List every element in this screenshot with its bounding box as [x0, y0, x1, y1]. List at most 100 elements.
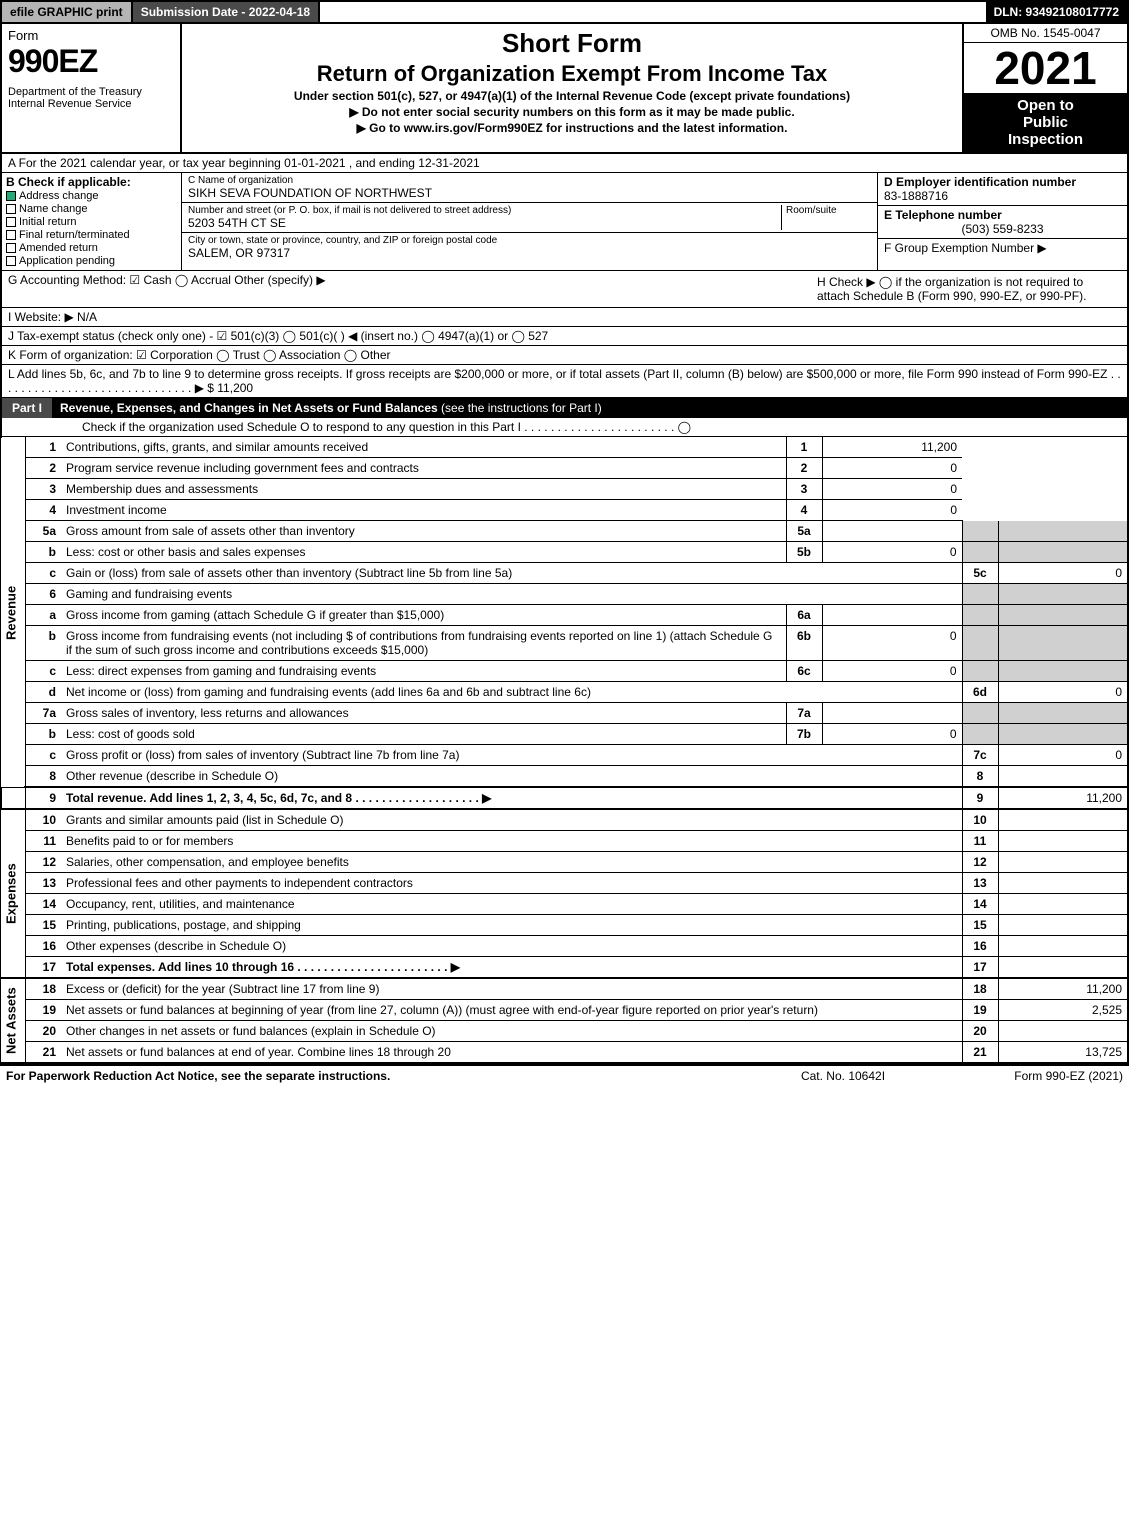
table-row: 12Salaries, other compensation, and empl…: [1, 852, 1128, 873]
side-expenses: Expenses: [1, 809, 25, 978]
irs-label: Internal Revenue Service: [8, 98, 174, 110]
inspection-badge: Open to Public Inspection: [964, 93, 1127, 152]
ein-block: D Employer identification number 83-1888…: [878, 173, 1127, 206]
table-row: 14Occupancy, rent, utilities, and mainte…: [1, 894, 1128, 915]
omb-number: OMB No. 1545-0047: [964, 24, 1127, 43]
dept-label: Department of the Treasury: [8, 86, 174, 98]
part1-check-o: Check if the organization used Schedule …: [0, 418, 1129, 437]
warning: ▶ Do not enter social security numbers o…: [186, 105, 958, 119]
title-short-form: Short Form: [186, 28, 958, 59]
submission-date: Submission Date - 2022-04-18: [133, 2, 320, 22]
form-label: Form: [8, 28, 174, 43]
part1-tab: Part I: [2, 398, 52, 418]
table-row: Revenue 1Contributions, gifts, grants, a…: [1, 437, 1128, 458]
chk-address-change[interactable]: Address change: [6, 190, 177, 202]
footer-cat: Cat. No. 10642I: [743, 1069, 943, 1083]
room-label: Room/suite: [786, 205, 871, 216]
table-row: bGross income from fundraising events (n…: [1, 626, 1128, 661]
table-row: cGross profit or (loss) from sales of in…: [1, 745, 1128, 766]
table-row: 6Gaming and fundraising events: [1, 584, 1128, 605]
header-right: OMB No. 1545-0047 2021 Open to Public In…: [962, 24, 1127, 152]
subtitle: Under section 501(c), 527, or 4947(a)(1)…: [186, 89, 958, 103]
org-name-block: C Name of organization SIKH SEVA FOUNDAT…: [182, 173, 877, 203]
phone-value: (503) 559-8233: [884, 222, 1121, 236]
table-row: 8Other revenue (describe in Schedule O)8: [1, 766, 1128, 788]
lines-table: Revenue 1Contributions, gifts, grants, a…: [0, 437, 1129, 1064]
efile-label[interactable]: efile GRAPHIC print: [2, 2, 133, 22]
title-return: Return of Organization Exempt From Incom…: [186, 61, 958, 87]
row-k-form-org: K Form of organization: ☑ Corporation ◯ …: [0, 346, 1129, 365]
schedule-b-check: H Check ▶ ◯ if the organization is not r…: [811, 273, 1121, 305]
table-row: 5aGross amount from sale of assets other…: [1, 521, 1128, 542]
ein-value: 83-1888716: [884, 189, 1121, 203]
city-value: SALEM, OR 97317: [188, 246, 871, 260]
part1-header: Part I Revenue, Expenses, and Changes in…: [0, 398, 1129, 418]
row-i-website: I Website: ▶ N/A: [0, 308, 1129, 327]
addr-block: Number and street (or P. O. box, if mail…: [182, 203, 877, 233]
table-row: 3Membership dues and assessments30: [1, 479, 1128, 500]
table-row: aGross income from gaming (attach Schedu…: [1, 605, 1128, 626]
table-row: 19Net assets or fund balances at beginni…: [1, 1000, 1128, 1021]
section-bcdef: B Check if applicable: Address change Na…: [0, 173, 1129, 271]
org-name: SIKH SEVA FOUNDATION OF NORTHWEST: [188, 186, 871, 200]
side-netassets: Net Assets: [1, 978, 25, 1063]
table-row: 20Other changes in net assets or fund ba…: [1, 1021, 1128, 1042]
inspect-line1: Open to: [968, 97, 1123, 114]
ein-label: D Employer identification number: [884, 175, 1121, 189]
col-c-org-info: C Name of organization SIKH SEVA FOUNDAT…: [182, 173, 877, 270]
table-row: 16Other expenses (describe in Schedule O…: [1, 936, 1128, 957]
chk-name-change[interactable]: Name change: [6, 203, 177, 215]
side-revenue: Revenue: [1, 437, 25, 787]
table-row: 7aGross sales of inventory, less returns…: [1, 703, 1128, 724]
footer-left: For Paperwork Reduction Act Notice, see …: [6, 1069, 743, 1083]
table-row: 4Investment income40: [1, 500, 1128, 521]
part1-title: Revenue, Expenses, and Changes in Net As…: [52, 398, 1127, 418]
table-row: 2Program service revenue including gover…: [1, 458, 1128, 479]
phone-block: E Telephone number (503) 559-8233: [878, 206, 1127, 239]
city-label: City or town, state or province, country…: [188, 235, 871, 246]
col-b-checkboxes: B Check if applicable: Address change Na…: [2, 173, 182, 270]
goto-link[interactable]: ▶ Go to www.irs.gov/Form990EZ for instru…: [186, 121, 958, 135]
header-left: Form 990EZ Department of the Treasury In…: [2, 24, 182, 152]
row-l-gross-receipts: L Add lines 5b, 6c, and 7b to line 9 to …: [0, 365, 1129, 398]
group-exemption-label: F Group Exemption Number ▶: [884, 241, 1121, 255]
row-j-tax-exempt: J Tax-exempt status (check only one) - ☑…: [0, 327, 1129, 346]
col-de: D Employer identification number 83-1888…: [877, 173, 1127, 270]
accounting-method: G Accounting Method: ☑ Cash ◯ Accrual Ot…: [8, 273, 811, 305]
chk-amended-return[interactable]: Amended return: [6, 242, 177, 254]
inspect-line3: Inspection: [968, 131, 1123, 148]
header-mid: Short Form Return of Organization Exempt…: [182, 24, 962, 152]
group-exemption-block: F Group Exemption Number ▶: [878, 239, 1127, 257]
dln-label: DLN: 93492108017772: [986, 2, 1127, 22]
phone-label: E Telephone number: [884, 208, 1121, 222]
row-gh: G Accounting Method: ☑ Cash ◯ Accrual Ot…: [0, 271, 1129, 308]
table-row: 21Net assets or fund balances at end of …: [1, 1042, 1128, 1064]
table-row: bLess: cost of goods sold7b0: [1, 724, 1128, 745]
form-header: Form 990EZ Department of the Treasury In…: [0, 24, 1129, 154]
spacer: [320, 2, 985, 22]
table-row: cLess: direct expenses from gaming and f…: [1, 661, 1128, 682]
footer-form: Form 990-EZ (2021): [943, 1069, 1123, 1083]
chk-final-return[interactable]: Final return/terminated: [6, 229, 177, 241]
table-row: Expenses 10Grants and similar amounts pa…: [1, 809, 1128, 831]
table-row: 17Total expenses. Add lines 10 through 1…: [1, 957, 1128, 979]
table-row: Net Assets 18Excess or (deficit) for the…: [1, 978, 1128, 1000]
page-footer: For Paperwork Reduction Act Notice, see …: [0, 1064, 1129, 1086]
city-block: City or town, state or province, country…: [182, 233, 877, 262]
table-row: 9Total revenue. Add lines 1, 2, 3, 4, 5c…: [1, 787, 1128, 809]
org-name-label: C Name of organization: [188, 175, 871, 186]
table-row: 13Professional fees and other payments t…: [1, 873, 1128, 894]
table-row: cGain or (loss) from sale of assets othe…: [1, 563, 1128, 584]
table-row: dNet income or (loss) from gaming and fu…: [1, 682, 1128, 703]
tax-year: 2021: [964, 43, 1127, 93]
chk-application-pending[interactable]: Application pending: [6, 255, 177, 267]
form-number: 990EZ: [8, 43, 174, 80]
col-b-title: B Check if applicable:: [6, 175, 177, 189]
chk-initial-return[interactable]: Initial return: [6, 216, 177, 228]
top-bar: efile GRAPHIC print Submission Date - 20…: [0, 0, 1129, 24]
line-desc: Contributions, gifts, grants, and simila…: [61, 437, 786, 458]
addr-label: Number and street (or P. O. box, if mail…: [188, 205, 781, 216]
inspect-line2: Public: [968, 114, 1123, 131]
table-row: 11Benefits paid to or for members11: [1, 831, 1128, 852]
addr-value: 5203 54TH CT SE: [188, 216, 781, 230]
